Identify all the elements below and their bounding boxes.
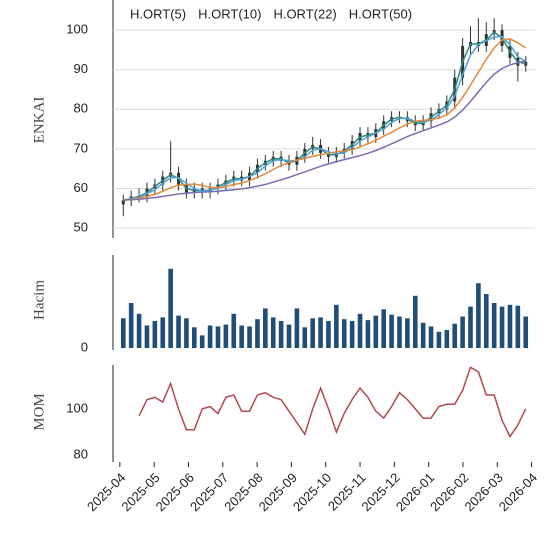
volume-bar bbox=[294, 308, 300, 348]
volume-bar bbox=[468, 306, 473, 348]
x-tick-label: 2025-10 bbox=[290, 470, 334, 514]
volume-bar bbox=[255, 319, 260, 348]
y-axis-label: Hacim bbox=[31, 280, 47, 320]
volume-bar bbox=[176, 315, 181, 348]
y-tick-label: 80 bbox=[74, 447, 88, 462]
volume-bar bbox=[192, 327, 197, 348]
y-tick-label: 100 bbox=[66, 400, 88, 415]
volume-bar bbox=[152, 321, 158, 348]
volume-bar bbox=[128, 303, 134, 348]
volume-bar bbox=[270, 317, 276, 348]
volume-bar bbox=[207, 325, 213, 348]
volume-bar bbox=[460, 316, 465, 348]
volume-bar bbox=[223, 324, 229, 348]
legend-label: H.ORT(50) bbox=[349, 6, 412, 21]
volume-bar bbox=[136, 313, 142, 348]
y-tick-label: 50 bbox=[74, 220, 88, 235]
y-tick-label: 60 bbox=[74, 180, 88, 195]
volume-bar bbox=[168, 268, 173, 348]
x-tick-label: 2026-04 bbox=[496, 470, 540, 514]
volume-bar bbox=[318, 317, 323, 348]
volume-bar bbox=[444, 330, 450, 348]
legend-label: H.ORT(5) bbox=[130, 6, 186, 21]
volume-bar bbox=[263, 308, 268, 348]
candle-body bbox=[524, 61, 528, 66]
legend-label: H.ORT(22) bbox=[273, 6, 336, 21]
volume-bar bbox=[247, 326, 252, 348]
volume-bar bbox=[120, 318, 126, 348]
volume-bar bbox=[357, 313, 363, 348]
volume-bar bbox=[428, 326, 434, 348]
volume-bar bbox=[231, 313, 237, 348]
y-tick-label: 100 bbox=[66, 22, 88, 37]
volume-bar bbox=[436, 331, 442, 348]
y-axis-label: ENKAI bbox=[31, 97, 47, 144]
moving-average-line bbox=[123, 31, 526, 202]
volume-bar bbox=[326, 321, 331, 348]
y-tick-label: 70 bbox=[74, 140, 88, 155]
volume-bar bbox=[373, 315, 379, 348]
volume-bar bbox=[184, 318, 189, 348]
momentum-line bbox=[138, 366, 527, 439]
volume-bar bbox=[420, 322, 426, 348]
volume-bar bbox=[278, 321, 284, 348]
volume-bar bbox=[310, 318, 315, 348]
moving-average-line bbox=[123, 38, 527, 202]
volume-bar bbox=[302, 327, 308, 348]
volume-bar bbox=[507, 304, 513, 348]
volume-bar bbox=[523, 316, 529, 348]
y-tick-label: 0 bbox=[81, 339, 88, 354]
volume-bar bbox=[365, 320, 371, 348]
legend-label: H.ORT(10) bbox=[198, 6, 261, 21]
volume-bar bbox=[515, 305, 521, 348]
volume-bar bbox=[286, 324, 292, 348]
volume-bar bbox=[397, 316, 402, 348]
volume-bar bbox=[144, 325, 150, 348]
volume-bar bbox=[381, 309, 386, 348]
volume-bar bbox=[239, 325, 244, 348]
volume-bar bbox=[160, 317, 166, 348]
volume-bar bbox=[412, 295, 418, 348]
moving-average-line bbox=[123, 60, 526, 202]
volume-bar bbox=[341, 319, 347, 348]
volume-bar bbox=[349, 321, 355, 348]
volume-bar bbox=[389, 314, 394, 348]
y-axis-label: MOM bbox=[31, 393, 47, 431]
volume-bar bbox=[483, 294, 489, 348]
volume-bar bbox=[452, 323, 458, 348]
volume-bar bbox=[491, 303, 497, 348]
volume-bar bbox=[215, 326, 221, 348]
moving-average-line bbox=[123, 36, 527, 202]
volume-bar bbox=[499, 306, 505, 348]
volume-bar bbox=[334, 304, 339, 348]
volume-bar bbox=[199, 335, 205, 348]
candle-body bbox=[121, 200, 125, 205]
volume-bar bbox=[405, 318, 410, 348]
volume-bar bbox=[476, 283, 481, 348]
y-tick-label: 80 bbox=[74, 101, 88, 116]
y-tick-label: 90 bbox=[74, 61, 88, 76]
